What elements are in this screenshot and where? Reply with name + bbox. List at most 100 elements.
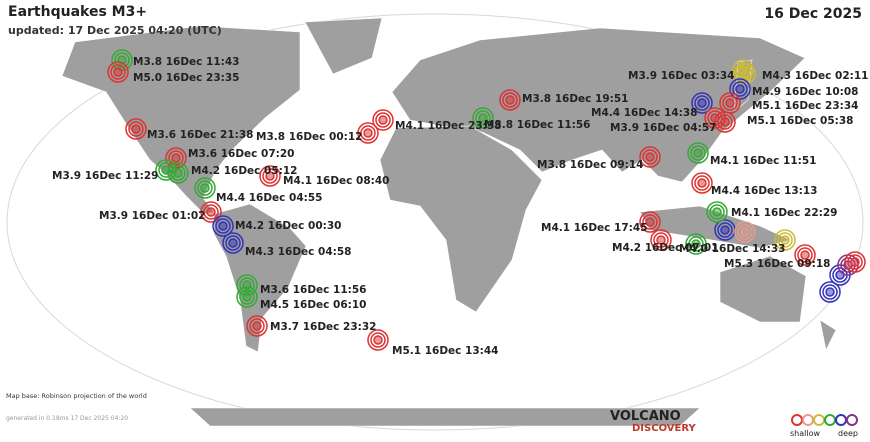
quake-marker xyxy=(642,149,658,165)
quake-label: M3.9 16Dec 03:34 xyxy=(628,70,734,82)
quake-label: M4.4 16Dec 04:55 xyxy=(216,192,322,204)
quake-marker xyxy=(825,287,835,297)
quake-marker xyxy=(478,113,488,123)
quake-marker xyxy=(777,232,793,248)
quake-label: M4.4 16Dec 13:13 xyxy=(711,185,817,197)
quake-marker xyxy=(222,232,244,254)
quake-marker xyxy=(246,315,268,337)
quake-marker xyxy=(691,239,701,249)
quake-marker xyxy=(212,215,234,237)
quake-label: M5.1 16Dec 05:38 xyxy=(747,115,853,127)
quake-label: M3.6 16Dec 21:38 xyxy=(147,129,253,141)
quake-marker xyxy=(505,95,515,105)
quake-marker xyxy=(697,98,707,108)
quake-marker xyxy=(740,69,750,79)
quake-marker xyxy=(225,235,241,251)
quake-marker xyxy=(722,95,738,111)
quake-label: M5.0 16Dec 23:35 xyxy=(133,72,239,84)
date: 16 Dec 2025 xyxy=(764,6,862,22)
quake-marker xyxy=(732,81,748,97)
quake-label: M3.6 16Dec 11:56 xyxy=(260,284,366,296)
quake-label: M3.9 16Dec 11:29 xyxy=(52,170,158,182)
quake-marker xyxy=(171,153,181,163)
quake-label: M4.1 16Dec 08:40 xyxy=(283,175,389,187)
quake-marker xyxy=(704,107,726,129)
quake-marker xyxy=(850,257,860,267)
quake-label: M4.4 16Dec 14:38 xyxy=(591,107,697,119)
quake-label: M4.9 16Dec 10:08 xyxy=(752,86,858,98)
quake-marker xyxy=(131,124,141,134)
title: Earthquakes M3+ xyxy=(8,4,147,20)
quake-marker xyxy=(375,112,391,128)
quake-label: M3.8 16Dec 00:12 xyxy=(256,131,362,143)
quake-marker xyxy=(720,225,730,235)
quake-marker xyxy=(113,67,123,77)
quake-label: M4.5 16Dec 06:10 xyxy=(260,299,366,311)
quake-marker xyxy=(373,335,383,345)
quake-label: M4.2 16Dec 00:30 xyxy=(235,220,341,232)
quake-marker xyxy=(844,251,866,273)
quake-marker xyxy=(249,318,265,334)
quake-marker xyxy=(735,84,745,94)
quake-marker xyxy=(378,115,388,125)
quake-label: M4.2 16Dec 05:12 xyxy=(191,165,297,177)
quake-marker xyxy=(797,247,813,263)
quake-marker xyxy=(687,142,709,164)
quake-marker xyxy=(685,233,707,255)
legend-swatch xyxy=(846,414,858,426)
map-base: Map base: Robinson projection of the wor… xyxy=(6,392,147,400)
quake-marker xyxy=(717,222,733,238)
quake-marker xyxy=(499,89,521,111)
quake-marker xyxy=(125,118,147,140)
quakes: M3.8 16Dec 11:43 M5.0 16Dec 23:35 M3.6 16D… xyxy=(52,49,868,357)
quake-marker xyxy=(242,292,252,302)
legend-shallow: shallow xyxy=(790,429,820,438)
quake-marker xyxy=(642,214,658,230)
quake-marker xyxy=(691,172,713,194)
quake-marker xyxy=(656,235,666,245)
quake-marker xyxy=(653,232,669,248)
quake-marker xyxy=(707,110,723,126)
quake-label: M3.8 16Dec 11:56 xyxy=(484,119,590,131)
quake-marker xyxy=(259,165,281,187)
quake-label: M5.1 16Dec 23:34 xyxy=(752,100,858,112)
quake-marker xyxy=(645,152,655,162)
quake-marker xyxy=(709,204,725,220)
quake-marker xyxy=(360,125,376,141)
quake-label: M4.1 16Dec 17:45 xyxy=(541,222,647,234)
quake-marker xyxy=(737,224,753,240)
quake-label: M3.8 16Dec 19:51 xyxy=(522,93,628,105)
updated: updated: 17 Dec 2025 04:20 (UTC) xyxy=(8,24,222,37)
quake-marker xyxy=(107,61,129,83)
quake-marker xyxy=(262,168,278,184)
quake-marker xyxy=(645,217,655,227)
quake-marker xyxy=(170,165,186,181)
quake-marker xyxy=(236,286,258,308)
quake-marker xyxy=(639,211,661,233)
quake-label: M3.7 16Dec 23:32 xyxy=(270,321,376,333)
quake-marker xyxy=(502,92,518,108)
quake-marker xyxy=(725,98,735,108)
legend-deep: deep xyxy=(838,429,858,438)
quake-marker xyxy=(203,204,219,220)
quake-marker xyxy=(688,236,704,252)
quake-marker xyxy=(694,175,710,191)
quake-label: M4.0 16Dec 14:33 xyxy=(679,243,785,255)
quake-marker xyxy=(128,121,144,137)
quake-label: M4.1 16Dec 11:51 xyxy=(710,155,816,167)
quake-label: M4.1 16Dec 22:29 xyxy=(731,207,837,219)
quake-marker xyxy=(706,201,728,223)
quake-marker xyxy=(206,207,216,217)
quake-label: M5.1 16Dec 13:44 xyxy=(392,345,498,357)
logo-line2: DISCOVERY xyxy=(632,423,697,434)
quake-marker xyxy=(694,95,710,111)
quake-label: M4.2 16Dec 07:01 xyxy=(612,242,718,254)
quake-marker xyxy=(218,221,228,231)
quake-marker xyxy=(774,229,796,251)
quake-label: M3.8 16Dec 11:43 xyxy=(133,56,239,68)
quake-label: M3.9 16Dec 01:02 xyxy=(99,210,205,222)
quake-marker xyxy=(168,150,184,166)
quake-marker xyxy=(215,218,231,234)
quake-marker xyxy=(167,162,189,184)
